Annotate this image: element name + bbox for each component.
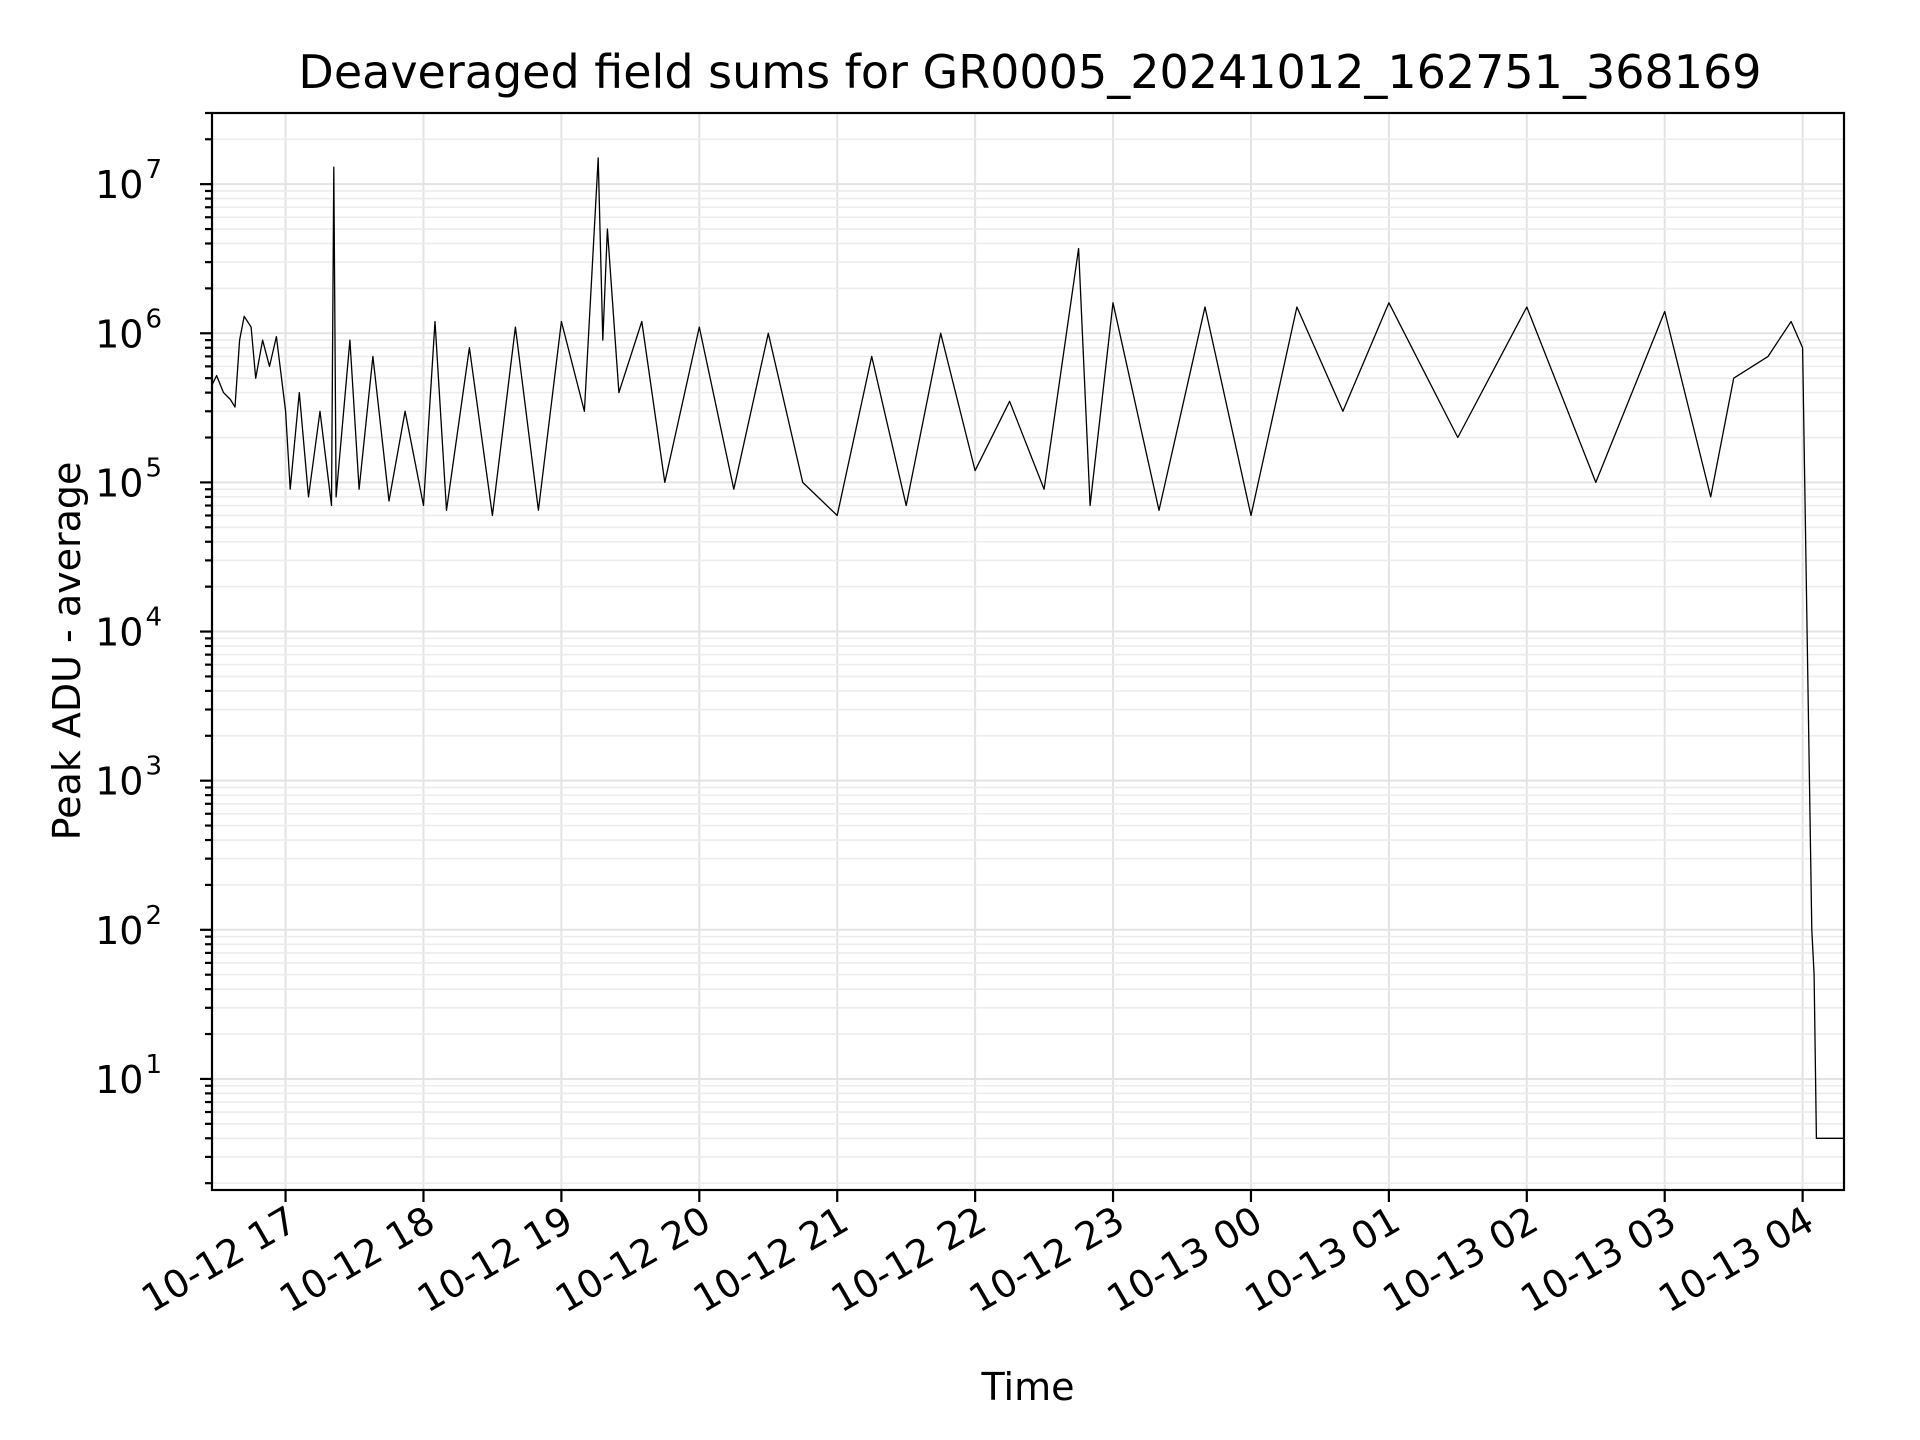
x-tick-label: 10-13 03	[1513, 1198, 1683, 1322]
y-tick-label: 104	[95, 603, 162, 655]
x-tick-label: 10-12 17	[134, 1198, 304, 1322]
x-tick-label: 10-12 18	[272, 1198, 442, 1322]
x-tick-label: 10-13 00	[1099, 1198, 1269, 1322]
grid-lines	[212, 112, 1844, 1190]
x-tick-label: 10-12 19	[410, 1198, 580, 1322]
y-tick-label: 102	[95, 901, 162, 953]
y-axis-label: Peak ADU - average	[45, 462, 89, 841]
x-tick-label: 10-13 02	[1375, 1198, 1545, 1322]
x-tick-label: 10-12 22	[824, 1198, 994, 1322]
series-line	[211, 157, 1844, 1139]
x-tick-label: 10-12 20	[548, 1198, 718, 1322]
x-tick-label: 10-13 01	[1237, 1198, 1407, 1322]
y-tick-label: 106	[95, 304, 162, 356]
y-axis: 101 102 103 104 105 106 107	[95, 111, 212, 1185]
y-tick-label: 105	[95, 453, 162, 505]
chart-title: Deaveraged field sums for GR0005_2024101…	[298, 45, 1761, 99]
plot-frame	[210, 111, 1846, 1192]
x-tick-label: 10-12 23	[962, 1198, 1132, 1322]
y-tick-label: 103	[95, 752, 162, 804]
y-tick-label: 101	[95, 1050, 162, 1102]
y-tick-label: 107	[95, 155, 162, 207]
x-tick-label: 10-13 04	[1651, 1198, 1821, 1322]
x-axis-label: Time	[981, 1365, 1075, 1409]
x-tick-label: 10-12 21	[686, 1198, 856, 1322]
